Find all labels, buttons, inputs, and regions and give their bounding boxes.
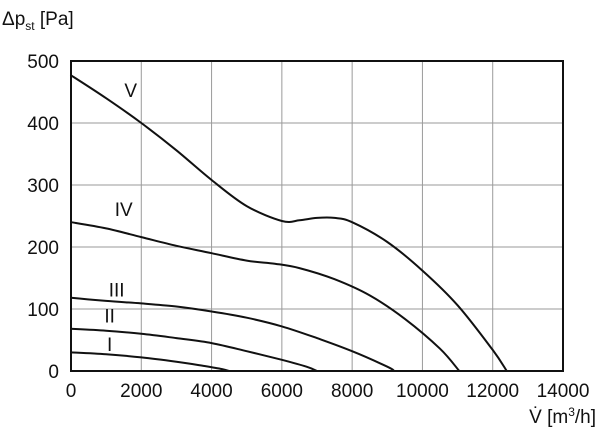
x-tick-label-4000: 4000 bbox=[190, 381, 232, 402]
series-label-v: V bbox=[124, 81, 137, 102]
series-label-iv: IV bbox=[115, 200, 133, 221]
y-tick-label-0: 0 bbox=[48, 362, 59, 383]
y-tick-label-300: 300 bbox=[27, 176, 59, 197]
x-tick-label-8000: 8000 bbox=[331, 381, 373, 402]
y-tick-label-100: 100 bbox=[27, 300, 59, 321]
series-label-iii: III bbox=[109, 281, 125, 302]
plot-frame bbox=[70, 60, 564, 372]
series-label-ii: II bbox=[104, 307, 115, 328]
grid bbox=[71, 61, 563, 371]
curve-v bbox=[70, 74, 508, 372]
x-axis-label: V̇ [m3/h] bbox=[529, 405, 596, 428]
y-tick-label-400: 400 bbox=[27, 114, 59, 135]
x-tick-label-0: 0 bbox=[66, 381, 77, 402]
curves bbox=[70, 74, 508, 372]
curve-i bbox=[70, 351, 231, 372]
y-tick-label-500: 500 bbox=[27, 52, 59, 73]
x-tick-label-12000: 12000 bbox=[466, 381, 519, 402]
y-tick-label-200: 200 bbox=[27, 238, 59, 259]
x-tick-label-10000: 10000 bbox=[396, 381, 449, 402]
y-axis-label: Δpst [Pa] bbox=[2, 9, 74, 33]
series-label-i: I bbox=[107, 335, 112, 356]
tick-labels: 0 2000 4000 6000 8000 10000 12000 14000 0 100 200 3… bbox=[27, 52, 589, 402]
curve-iv bbox=[70, 221, 461, 372]
x-tick-label-14000: 14000 bbox=[537, 381, 590, 402]
x-tick-label-2000: 2000 bbox=[120, 381, 162, 402]
x-tick-label-6000: 6000 bbox=[261, 381, 303, 402]
curve-ii bbox=[70, 327, 318, 372]
curve-iii bbox=[70, 296, 396, 372]
